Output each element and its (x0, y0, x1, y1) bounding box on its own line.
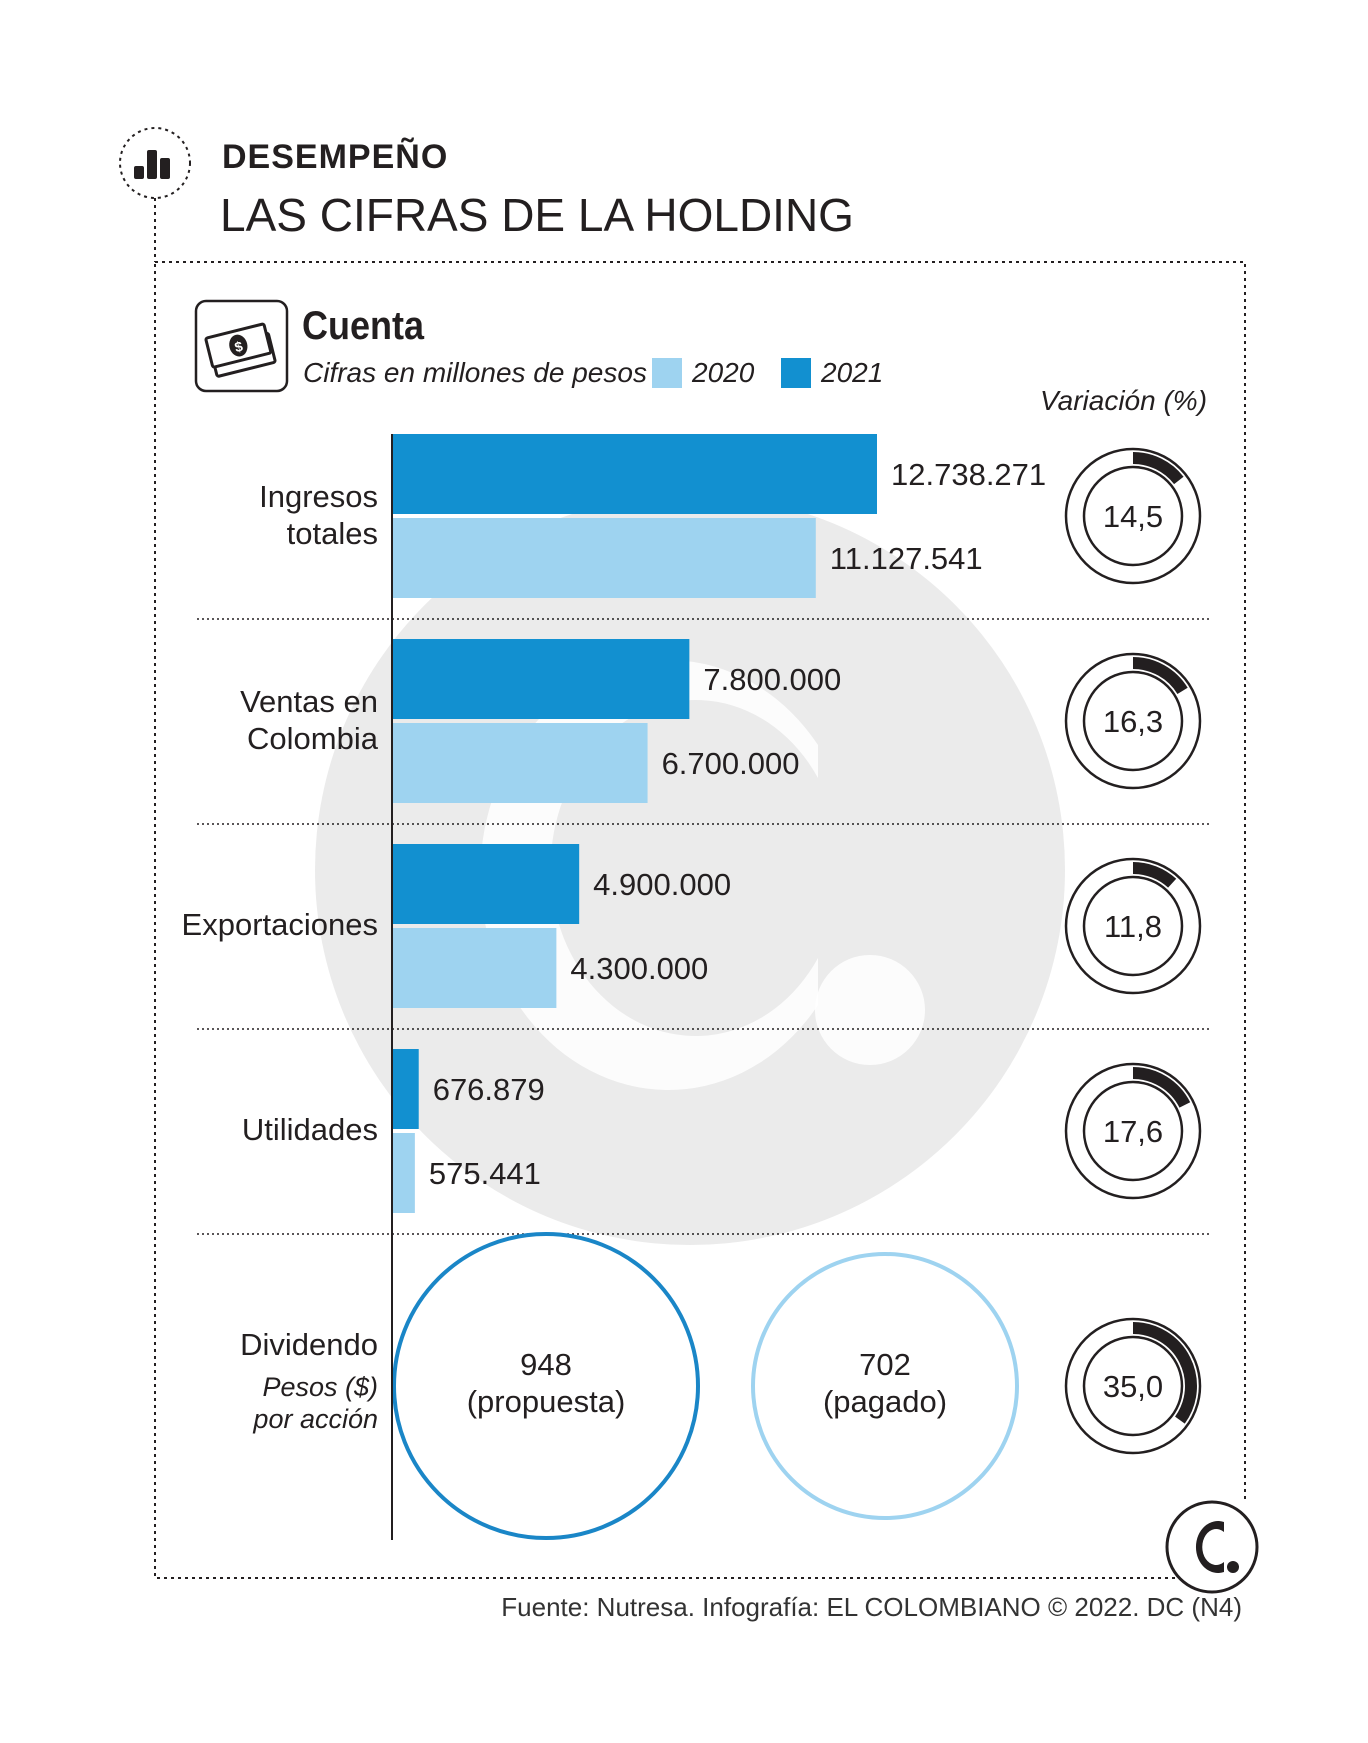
legend-label-2021: 2021 (821, 357, 884, 388)
variation-ring-1: 14,5 (1064, 447, 1202, 585)
variation-arc-2 (1132, 657, 1188, 695)
el-colombiano-logo-icon (1165, 1500, 1259, 1594)
category-label-ingresos: Ingresos totales (259, 479, 378, 551)
variation-value-5: 35,0 (1103, 1369, 1163, 1404)
bar-value-label-2020-2: 6.700.000 (662, 746, 800, 781)
bar-value-label-2020-3: 4.300.000 (570, 951, 708, 986)
variation-ring-4: 17,6 (1064, 1062, 1202, 1200)
dividend-sublabel: Pesos ($) por acción (253, 1372, 378, 1434)
svg-text:$: $ (233, 338, 245, 355)
source-credit: Fuente: Nutresa. Infografía: EL COLOMBIA… (501, 1592, 1242, 1622)
category-label-utilidades: Utilidades (241, 1112, 378, 1147)
variation-ring-3: 11,8 (1064, 857, 1202, 995)
section-subtitle: Cifras en millones de pesos (303, 357, 647, 388)
variation-arc-3 (1132, 862, 1177, 888)
bar-value-label-2021-2: 7.800.000 (703, 662, 841, 697)
legend-swatch-2021 (781, 358, 811, 388)
variation-title: Variación (%) (1040, 385, 1208, 416)
section-title: Cuenta (302, 304, 425, 348)
variation-value-2: 16,3 (1103, 704, 1163, 739)
bar-2020-3 (393, 928, 557, 1008)
row-separators (197, 618, 1210, 1235)
variation-value-3: 11,8 (1104, 909, 1162, 944)
headline: LAS CIFRAS DE LA HOLDING (220, 189, 854, 241)
variation-arc-1 (1132, 452, 1184, 485)
content-frame (154, 261, 1246, 1579)
bar-2020-1 (393, 518, 816, 598)
variation-arc-5 (1132, 1322, 1197, 1424)
legend-swatch-2020 (652, 358, 682, 388)
category-label-ventas: Ventas en Colombia (240, 684, 378, 756)
bar-2021-1 (393, 434, 877, 514)
variation-arc-4 (1132, 1067, 1191, 1108)
variation-ring-5: 35,0 (1064, 1317, 1202, 1455)
variation-ring-2: 16,3 (1064, 652, 1202, 790)
bar-value-label-2020-1: 11.127.541 (830, 541, 983, 576)
bar-2021-4 (393, 1049, 419, 1129)
category-label-exportaciones: Exportaciones (181, 907, 378, 942)
bar-value-label-2021-4: 676.879 (433, 1072, 545, 1107)
bar-2021-3 (393, 844, 580, 924)
variation-value-1: 14,5 (1103, 499, 1163, 534)
bar-value-label-2021-3: 4.900.000 (593, 867, 731, 902)
dividend-proposed-text: 948 (propuesta) (466, 1347, 626, 1419)
dividend-paid-text: 702 (pagado) (822, 1347, 948, 1419)
bar-2020-4 (393, 1133, 415, 1213)
bar-value-label-2020-4: 575.441 (429, 1156, 541, 1191)
category-label-dividendo: Dividendo (240, 1327, 378, 1362)
bar-2021-2 (393, 639, 690, 719)
variation-value-4: 17,6 (1103, 1114, 1163, 1149)
bar-value-label-2021-1: 12.738.271 (891, 457, 1046, 492)
bar-chart-icon (119, 127, 191, 199)
money-bills-icon: $ (194, 299, 289, 393)
kicker: DESEMPEÑO (222, 138, 449, 176)
dividend-proposed-circle (392, 1232, 700, 1540)
legend-label-2020: 2020 (692, 357, 755, 388)
dividend-paid-circle (751, 1252, 1019, 1520)
bar-2020-2 (393, 723, 648, 803)
